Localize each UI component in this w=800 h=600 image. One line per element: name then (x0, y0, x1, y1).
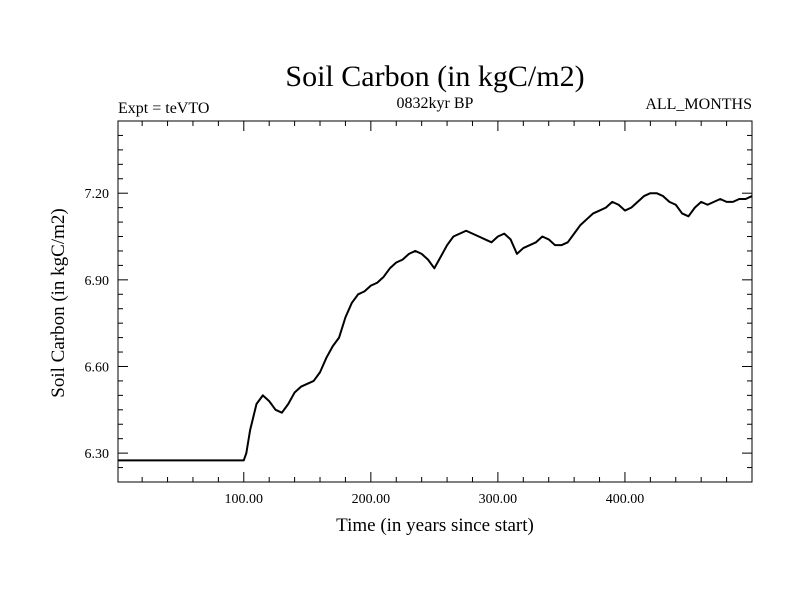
x-axis-label: Time (in years since start) (336, 515, 534, 536)
series-line (118, 192, 753, 462)
y-axis-label: Soil Carbon (in kgC/m2) (48, 208, 69, 397)
y-tick-label: 6.90 (85, 274, 110, 289)
data-series (118, 192, 753, 462)
axis-ticks: 100.00 200.00 300.00 400.00 6.30 6.60 6.90 7.20 (85, 120, 752, 507)
x-tick-label: 400.00 (606, 492, 645, 507)
period-label: 0832kyr BP (397, 95, 474, 112)
months-label: ALL_MONTHS (645, 96, 752, 113)
experiment-label: Expt = teVTO (118, 100, 209, 117)
x-tick-label: 100.00 (225, 492, 264, 507)
y-tick-label: 6.60 (85, 360, 110, 375)
x-tick-label: 200.00 (352, 492, 391, 507)
y-tick-label: 6.30 (85, 447, 110, 462)
y-tick-label: 7.20 (85, 187, 110, 202)
x-tick-label: 300.00 (479, 492, 518, 507)
plot-frame (117, 120, 753, 483)
chart-title: Soil Carbon (in kgC/m2) (285, 60, 584, 93)
